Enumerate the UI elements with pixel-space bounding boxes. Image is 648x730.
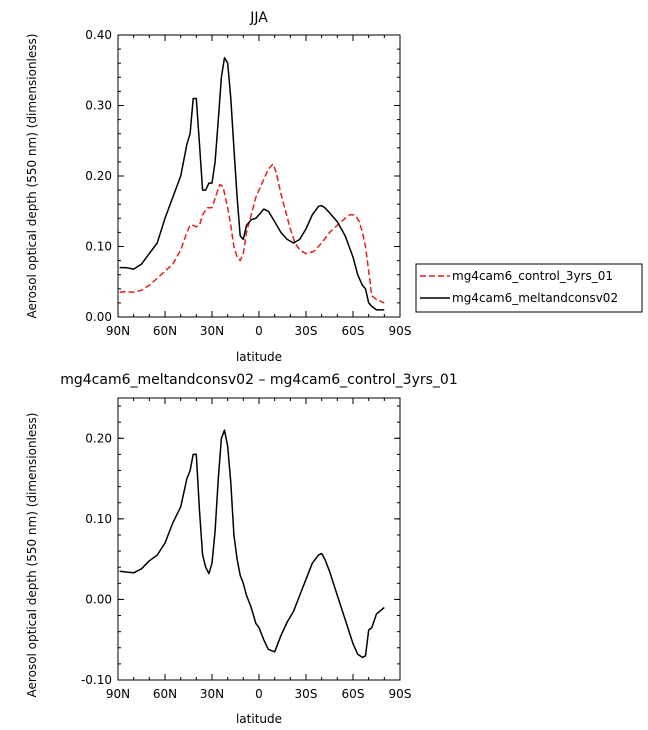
x-tick-label: 60N <box>153 324 177 338</box>
top-chart: JJA Aerosol optical depth (550 nm) (dime… <box>25 10 643 364</box>
y-tick-label: 0.20 <box>85 431 112 445</box>
x-tick-label: 30N <box>200 324 224 338</box>
series-line-0 <box>119 429 385 659</box>
y-tick-label: 0.00 <box>85 592 112 606</box>
x-tick-label: 30S <box>295 324 318 338</box>
x-tick-label: 60S <box>342 687 365 701</box>
y-tick-label: -0.10 <box>81 673 112 687</box>
x-tick-label: 60N <box>153 687 177 701</box>
legend-box <box>415 263 643 313</box>
y-tick-label: 0.20 <box>85 169 112 183</box>
bottom-chart-axes: 90N 60N 30N 0 30S 60S 90S -0.10 0.00 0.10 0.20 <box>81 397 412 701</box>
x-tick-label: 90S <box>389 687 412 701</box>
bottom-chart-title: mg4cam6_meltandconsv02 – mg4cam6_control… <box>60 372 458 388</box>
y-tick-label: 0.30 <box>85 99 112 113</box>
x-tick-label: 90S <box>389 324 412 338</box>
top-chart-y-axis-label: Aerosol optical depth (550 nm) (dimensio… <box>25 34 39 319</box>
bottom-chart-y-axis-label: Aerosol optical depth (550 nm) (dimensio… <box>25 413 39 698</box>
x-tick-label: 0 <box>255 687 263 701</box>
x-tick-label: 0 <box>255 324 263 338</box>
y-tick-label: 0.00 <box>85 310 112 324</box>
x-tick-label: 60S <box>342 324 365 338</box>
top-chart-legend: mg4cam6_control_3yrs_01 mg4cam6_meltandco… <box>415 263 643 313</box>
top-chart-series <box>119 56 385 311</box>
plot-frame <box>117 397 401 681</box>
legend-label-1: mg4cam6_meltandconsv02 <box>452 291 618 305</box>
x-tick-label: 90N <box>106 324 130 338</box>
bottom-chart: mg4cam6_meltandconsv02 – mg4cam6_control… <box>25 372 458 726</box>
bottom-chart-x-axis-label: latitude <box>236 712 282 726</box>
top-chart-axes: 90N 60N 30N 0 30S 60S 90S 0.00 0.10 0.20 0.30 0.40 <box>85 28 411 338</box>
x-tick-label: 30S <box>295 687 318 701</box>
bottom-chart-series <box>119 429 385 659</box>
x-tick-label: 90N <box>106 687 130 701</box>
top-chart-title: JJA <box>249 10 268 26</box>
x-tick-label: 30N <box>200 687 224 701</box>
legend-label-0: mg4cam6_control_3yrs_01 <box>452 269 613 283</box>
y-tick-label: 0.40 <box>85 28 112 42</box>
y-tick-label: 0.10 <box>85 240 112 254</box>
series-line-1 <box>119 56 385 311</box>
y-tick-label: 0.10 <box>85 512 112 526</box>
top-chart-x-axis-label: latitude <box>236 350 282 364</box>
